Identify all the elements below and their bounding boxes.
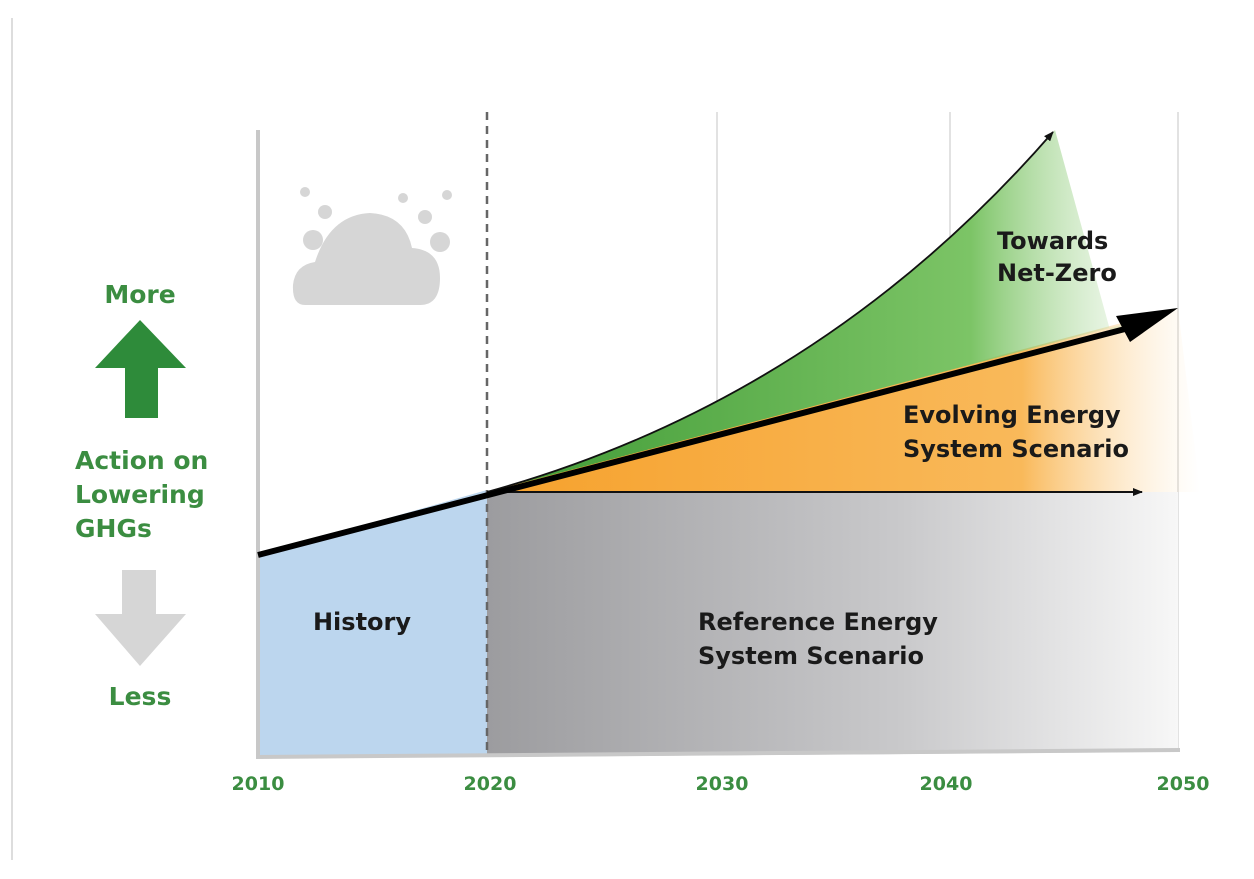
y-middle-label: Lowering bbox=[75, 480, 205, 509]
net-zero-curve bbox=[486, 131, 1054, 493]
y-bottom-label: Less bbox=[109, 682, 172, 711]
trend-arrowhead bbox=[1116, 308, 1178, 342]
history-label: History bbox=[313, 608, 411, 636]
y-top-label: More bbox=[104, 280, 175, 309]
net-zero-label: Towards bbox=[997, 227, 1108, 255]
y-middle-label: Action on bbox=[75, 446, 208, 475]
evolving-label: System Scenario bbox=[903, 435, 1129, 463]
net-zero-area bbox=[487, 130, 1178, 492]
axes bbox=[255, 130, 1181, 759]
reference-label: Reference Energy bbox=[698, 608, 938, 636]
trend-line bbox=[257, 326, 1126, 558]
y-middle-label: GHGs bbox=[75, 514, 152, 543]
cloud-icon bbox=[292, 187, 452, 305]
history-area bbox=[258, 490, 487, 757]
x-label: 2010 bbox=[232, 773, 285, 795]
reference-label: System Scenario bbox=[698, 642, 924, 670]
x-label: 2050 bbox=[1157, 773, 1210, 795]
x-label: 2030 bbox=[696, 773, 749, 795]
less-arrow bbox=[95, 570, 186, 666]
evolving-label: Evolving Energy bbox=[903, 401, 1121, 429]
more-arrow bbox=[95, 320, 186, 418]
x-label: 2040 bbox=[920, 773, 973, 795]
reference-area bbox=[487, 492, 1178, 757]
x-label: 2020 bbox=[464, 773, 517, 795]
net-zero-label: Net-Zero bbox=[997, 259, 1117, 287]
